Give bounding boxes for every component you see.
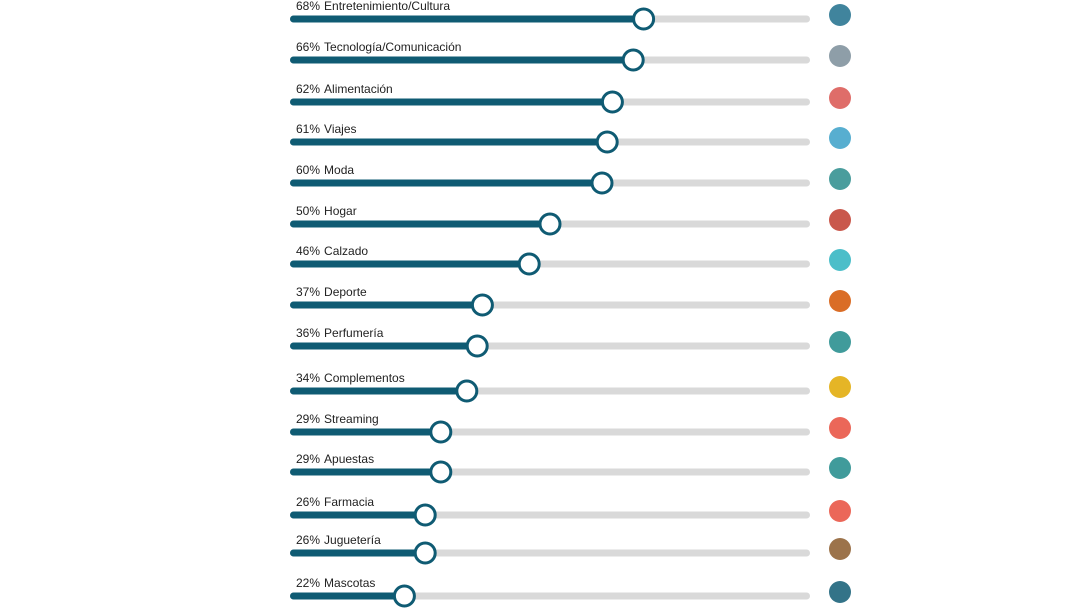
category-label: Complementos — [324, 371, 405, 385]
knob — [590, 171, 614, 195]
icon — [829, 500, 851, 522]
knob — [632, 7, 656, 31]
icon — [829, 168, 851, 190]
bar — [290, 428, 441, 436]
value-label: 29% — [296, 452, 320, 466]
category-label: Deporte — [324, 285, 367, 299]
category-label: Tecnología/Comunicación — [324, 40, 461, 54]
icon — [829, 417, 851, 439]
category-label: Moda — [324, 163, 354, 177]
category-label: Mascotas — [324, 576, 375, 590]
knob — [595, 130, 619, 154]
icon — [829, 457, 851, 479]
category-label: Viajes — [324, 122, 356, 136]
bar — [290, 260, 530, 268]
bar — [290, 179, 602, 187]
category-label: Calzado — [324, 244, 368, 258]
bar — [290, 98, 613, 106]
icon — [829, 209, 851, 231]
bar — [290, 56, 634, 64]
value-label: 36% — [296, 326, 320, 340]
category-label: Hogar — [324, 204, 357, 218]
knob — [600, 90, 624, 114]
value-label: 29% — [296, 412, 320, 426]
value-label: 66% — [296, 40, 320, 54]
knob — [538, 212, 562, 236]
knob — [470, 293, 494, 317]
knob — [413, 503, 437, 527]
bar — [290, 511, 426, 519]
knob — [392, 584, 416, 608]
bar — [290, 138, 608, 146]
category-label: Streaming — [324, 412, 379, 426]
knob — [413, 541, 437, 565]
icon — [829, 538, 851, 560]
bar — [290, 592, 405, 600]
knob — [455, 379, 479, 403]
bar — [290, 387, 467, 395]
icon — [829, 4, 851, 26]
category-label: Farmacia — [324, 495, 374, 509]
icon — [829, 249, 851, 271]
bar — [290, 342, 478, 350]
category-label: Entretenimiento/Cultura — [324, 0, 450, 13]
knob — [429, 420, 453, 444]
category-label: Alimentación — [324, 82, 393, 96]
knob — [465, 334, 489, 358]
category-label: Juguetería — [324, 533, 381, 547]
value-label: 26% — [296, 533, 320, 547]
knob — [429, 460, 453, 484]
bar — [290, 301, 483, 309]
value-label: 62% — [296, 82, 320, 96]
value-label: 61% — [296, 122, 320, 136]
icon — [829, 290, 851, 312]
value-label: 46% — [296, 244, 320, 258]
bar — [290, 220, 550, 228]
knob — [517, 252, 541, 276]
icon — [829, 127, 851, 149]
bar — [290, 549, 426, 557]
icon — [829, 45, 851, 67]
value-label: 37% — [296, 285, 320, 299]
category-label: Apuestas — [324, 452, 374, 466]
value-label: 26% — [296, 495, 320, 509]
value-label: 68% — [296, 0, 320, 13]
value-label: 34% — [296, 371, 320, 385]
icon — [829, 87, 851, 109]
value-label: 22% — [296, 576, 320, 590]
icon — [829, 331, 851, 353]
icon — [829, 376, 851, 398]
value-label: 50% — [296, 204, 320, 218]
track — [290, 592, 810, 600]
knob — [621, 48, 645, 72]
bar — [290, 15, 644, 23]
category-label: Perfumería — [324, 326, 384, 340]
bar — [290, 468, 441, 476]
value-label: 60% — [296, 163, 320, 177]
icon — [829, 581, 851, 603]
